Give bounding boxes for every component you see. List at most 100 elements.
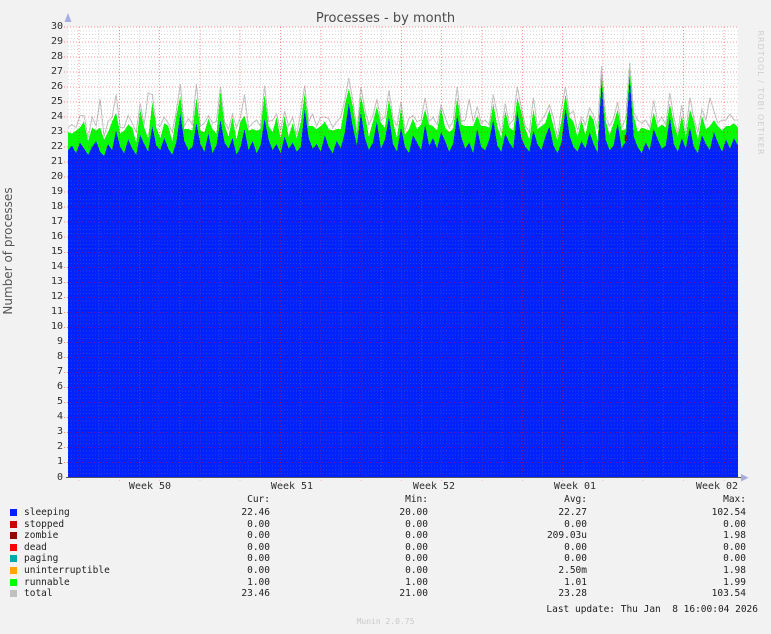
- legend-value: 0.00: [247, 553, 270, 565]
- legend-column-header: Max:: [723, 494, 746, 505]
- legend-swatch-uninterruptible: [10, 567, 17, 575]
- legend-swatch-total: [10, 590, 17, 598]
- legend-value: 1.98: [723, 530, 746, 542]
- last-update-text: Last update: Thu Jan 8 16:00:04 2026: [546, 604, 758, 615]
- y-tick-label: 18: [50, 201, 63, 212]
- legend-value: 0.00: [723, 541, 746, 553]
- legend-value: 20.00: [399, 507, 428, 518]
- legend-value: 209.03u: [546, 530, 587, 542]
- legend-label-stopped: stopped: [24, 518, 65, 530]
- legend-value: 1.00: [247, 576, 270, 588]
- y-tick-label: 23: [50, 126, 63, 137]
- x-tick-label: Week 01: [553, 481, 597, 492]
- y-tick-label: 0: [56, 472, 63, 483]
- y-tick-label: 5: [56, 396, 63, 407]
- y-tick-label: 28: [50, 51, 63, 62]
- legend-value: 0.00: [405, 518, 428, 530]
- chart-title: Processes - by month: [315, 11, 456, 26]
- x-axis-arrow-icon: [741, 474, 749, 482]
- legend-label-sleeping: sleeping: [24, 507, 70, 518]
- legend-value: 1.98: [723, 565, 746, 577]
- x-tick-label: Week 52: [412, 481, 456, 492]
- legend-value: 0.00: [723, 553, 746, 565]
- legend-value: 22.46: [241, 507, 270, 518]
- legend-swatch-runnable: [10, 578, 17, 586]
- y-tick-label: 12: [50, 291, 63, 302]
- legend-swatch-paging: [10, 555, 17, 563]
- legend-label-dead: dead: [24, 541, 47, 553]
- y-tick-label: 19: [50, 186, 63, 197]
- legend-value: 0.00: [247, 518, 270, 530]
- legend-value: 0.00: [405, 553, 428, 565]
- legend-value: 0.00: [564, 541, 587, 553]
- y-tick-label: 24: [50, 111, 63, 122]
- legend-column-header: Cur:: [247, 494, 270, 505]
- y-axis-arrow-icon: [64, 13, 72, 22]
- y-tick-label: 17: [50, 216, 63, 227]
- legend-label-zombie: zombie: [24, 530, 59, 542]
- y-tick-label: 22: [50, 141, 63, 152]
- legend-value: 0.00: [247, 541, 270, 553]
- legend-label-uninterruptible: uninterruptible: [24, 565, 110, 577]
- y-tick-label: 6: [56, 381, 63, 392]
- legend-column-header: Min:: [405, 494, 428, 505]
- runnable-area: [68, 69, 738, 157]
- legend-swatch-dead: [10, 543, 17, 551]
- y-tick-label: 11: [50, 306, 63, 317]
- legend-value: 0.00: [723, 518, 746, 530]
- legend-value: 102.54: [711, 507, 746, 518]
- legend-value: 1.99: [723, 576, 746, 588]
- legend-value: 0.00: [247, 530, 270, 542]
- total-line: [67, 62, 738, 139]
- legend-label-total: total: [24, 588, 53, 600]
- legend-value: 22.27: [558, 507, 587, 518]
- legend-value: 2.50m: [558, 565, 587, 577]
- zombie-spike: [624, 135, 627, 142]
- legend-value: 23.46: [241, 588, 270, 600]
- legend-value: 103.54: [711, 588, 746, 600]
- y-tick-label: 29: [50, 36, 63, 47]
- legend-value: 21.00: [399, 588, 428, 600]
- y-tick-label: 27: [50, 66, 63, 77]
- y-tick-label: 13: [50, 276, 63, 287]
- y-tick-label: 1: [56, 456, 63, 467]
- legend-value: 0.00: [564, 518, 587, 530]
- y-tick-label: 14: [50, 261, 63, 272]
- legend-value: 0.00: [405, 541, 428, 553]
- grid-lines: [64, 26, 738, 481]
- legend-value: 23.28: [558, 588, 587, 600]
- x-tick-label: Week 51: [270, 481, 314, 492]
- y-tick-label: 26: [50, 81, 63, 92]
- x-tick-label: Week 02: [695, 481, 739, 492]
- y-tick-label: 8: [56, 351, 63, 362]
- y-tick-label: 10: [50, 321, 63, 332]
- munin-version-text: Munin 2.0.75: [356, 617, 415, 626]
- sleeping-area: [68, 78, 738, 478]
- y-tick-label: 21: [50, 156, 63, 167]
- legend-value: 0.00: [405, 565, 428, 577]
- legend-swatch-zombie: [10, 532, 17, 540]
- legend-value: 0.00: [564, 553, 587, 565]
- y-tick-label: 30: [50, 21, 63, 32]
- legend-swatch-sleeping: [10, 509, 17, 516]
- y-tick-label: 4: [56, 411, 63, 422]
- legend-value: 0.00: [247, 565, 270, 577]
- y-tick-label: 25: [50, 96, 63, 107]
- legend-label-runnable: runnable: [24, 576, 70, 588]
- legend-value: 0.00: [405, 530, 428, 542]
- legend-column-header: Avg:: [564, 494, 587, 505]
- legend-value: 1.00: [405, 576, 428, 588]
- y-tick-label: 9: [56, 336, 63, 347]
- legend-value: 1.01: [564, 576, 587, 588]
- y-tick-label: 3: [56, 426, 63, 437]
- y-tick-label: 7: [56, 366, 63, 377]
- legend-label-paging: paging: [24, 553, 59, 565]
- y-tick-label: 15: [50, 246, 63, 257]
- y-tick-label: 20: [50, 171, 63, 182]
- y-tick-label: 16: [50, 231, 63, 242]
- y-tick-label: 2: [56, 441, 63, 452]
- legend-swatch-stopped: [10, 520, 17, 528]
- x-tick-label: Week 50: [128, 481, 172, 492]
